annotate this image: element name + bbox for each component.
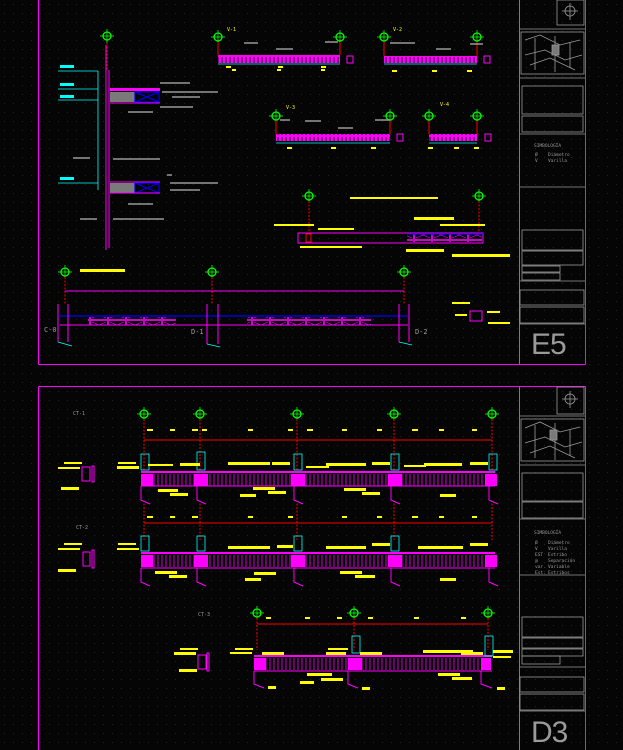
beam-detail-v2 [376, 29, 491, 65]
legend-text: Variable [548, 565, 570, 570]
legend-title-upper: SIMBOLOGÍA [534, 144, 562, 149]
detail-label-ct3: CT-3 [198, 612, 211, 618]
ledger-detail [274, 188, 510, 257]
legend-text: Estribo [548, 553, 567, 558]
legend-symbol: Ø [535, 541, 538, 546]
legend-text: Estribos [548, 571, 570, 576]
legend-symbol: V [535, 159, 538, 164]
legend-text: Separación [548, 559, 576, 564]
detail-label-v2: V-2 [393, 27, 403, 33]
legend-symbol: Ø [535, 153, 538, 158]
beam-detail-v4 [421, 108, 492, 144]
lower-titleblock [519, 386, 585, 750]
sheet-number-upper: E5 [531, 328, 567, 361]
legend-text: Varilla [548, 547, 567, 552]
beam-ct3-elevation [249, 605, 496, 689]
elevation-detail [57, 264, 510, 348]
cross-sections [81, 465, 210, 672]
elevation-label-d2: D-2 [415, 328, 428, 336]
beam-leader-texts [244, 41, 483, 129]
sheet-number-lower: D3 [531, 716, 568, 749]
detail-label-ct1: CT-1 [73, 411, 86, 417]
rebar-annotations [58, 462, 513, 690]
legend-symbol: @ [535, 559, 538, 564]
detail-label-v3: V-3 [286, 105, 296, 111]
beam-detail-v1 [210, 29, 354, 71]
detail-label-ct2: CT-2 [76, 525, 89, 531]
beam-ct1-elevation [136, 406, 500, 540]
wall-section-detail [58, 28, 218, 250]
legend-symbol: var. [535, 565, 546, 570]
detail-label-v4: V-4 [440, 102, 450, 108]
beam-detail-v3 [268, 108, 404, 144]
legend-symbol: Est. [535, 571, 546, 576]
detail-label-v1: V-1 [227, 27, 237, 33]
legend-text: Diámetro [548, 153, 570, 158]
legend-text: Diámetro [548, 541, 570, 546]
legend-symbol: EST [535, 553, 544, 558]
elevation-label-d1: D-1 [191, 328, 204, 336]
legend-text: Varilla [548, 159, 567, 164]
legend-symbol: V [535, 547, 538, 552]
beam-ct2-elevation [140, 522, 499, 587]
upper-sheet-border [38, 0, 586, 365]
legend-title-lower: SIMBOLOGÍA [534, 531, 562, 536]
dimension-labels [147, 66, 479, 619]
lower-sheet-border [38, 386, 586, 750]
upper-titleblock [519, 0, 585, 364]
elevation-label-c0: C-0 [44, 326, 57, 334]
